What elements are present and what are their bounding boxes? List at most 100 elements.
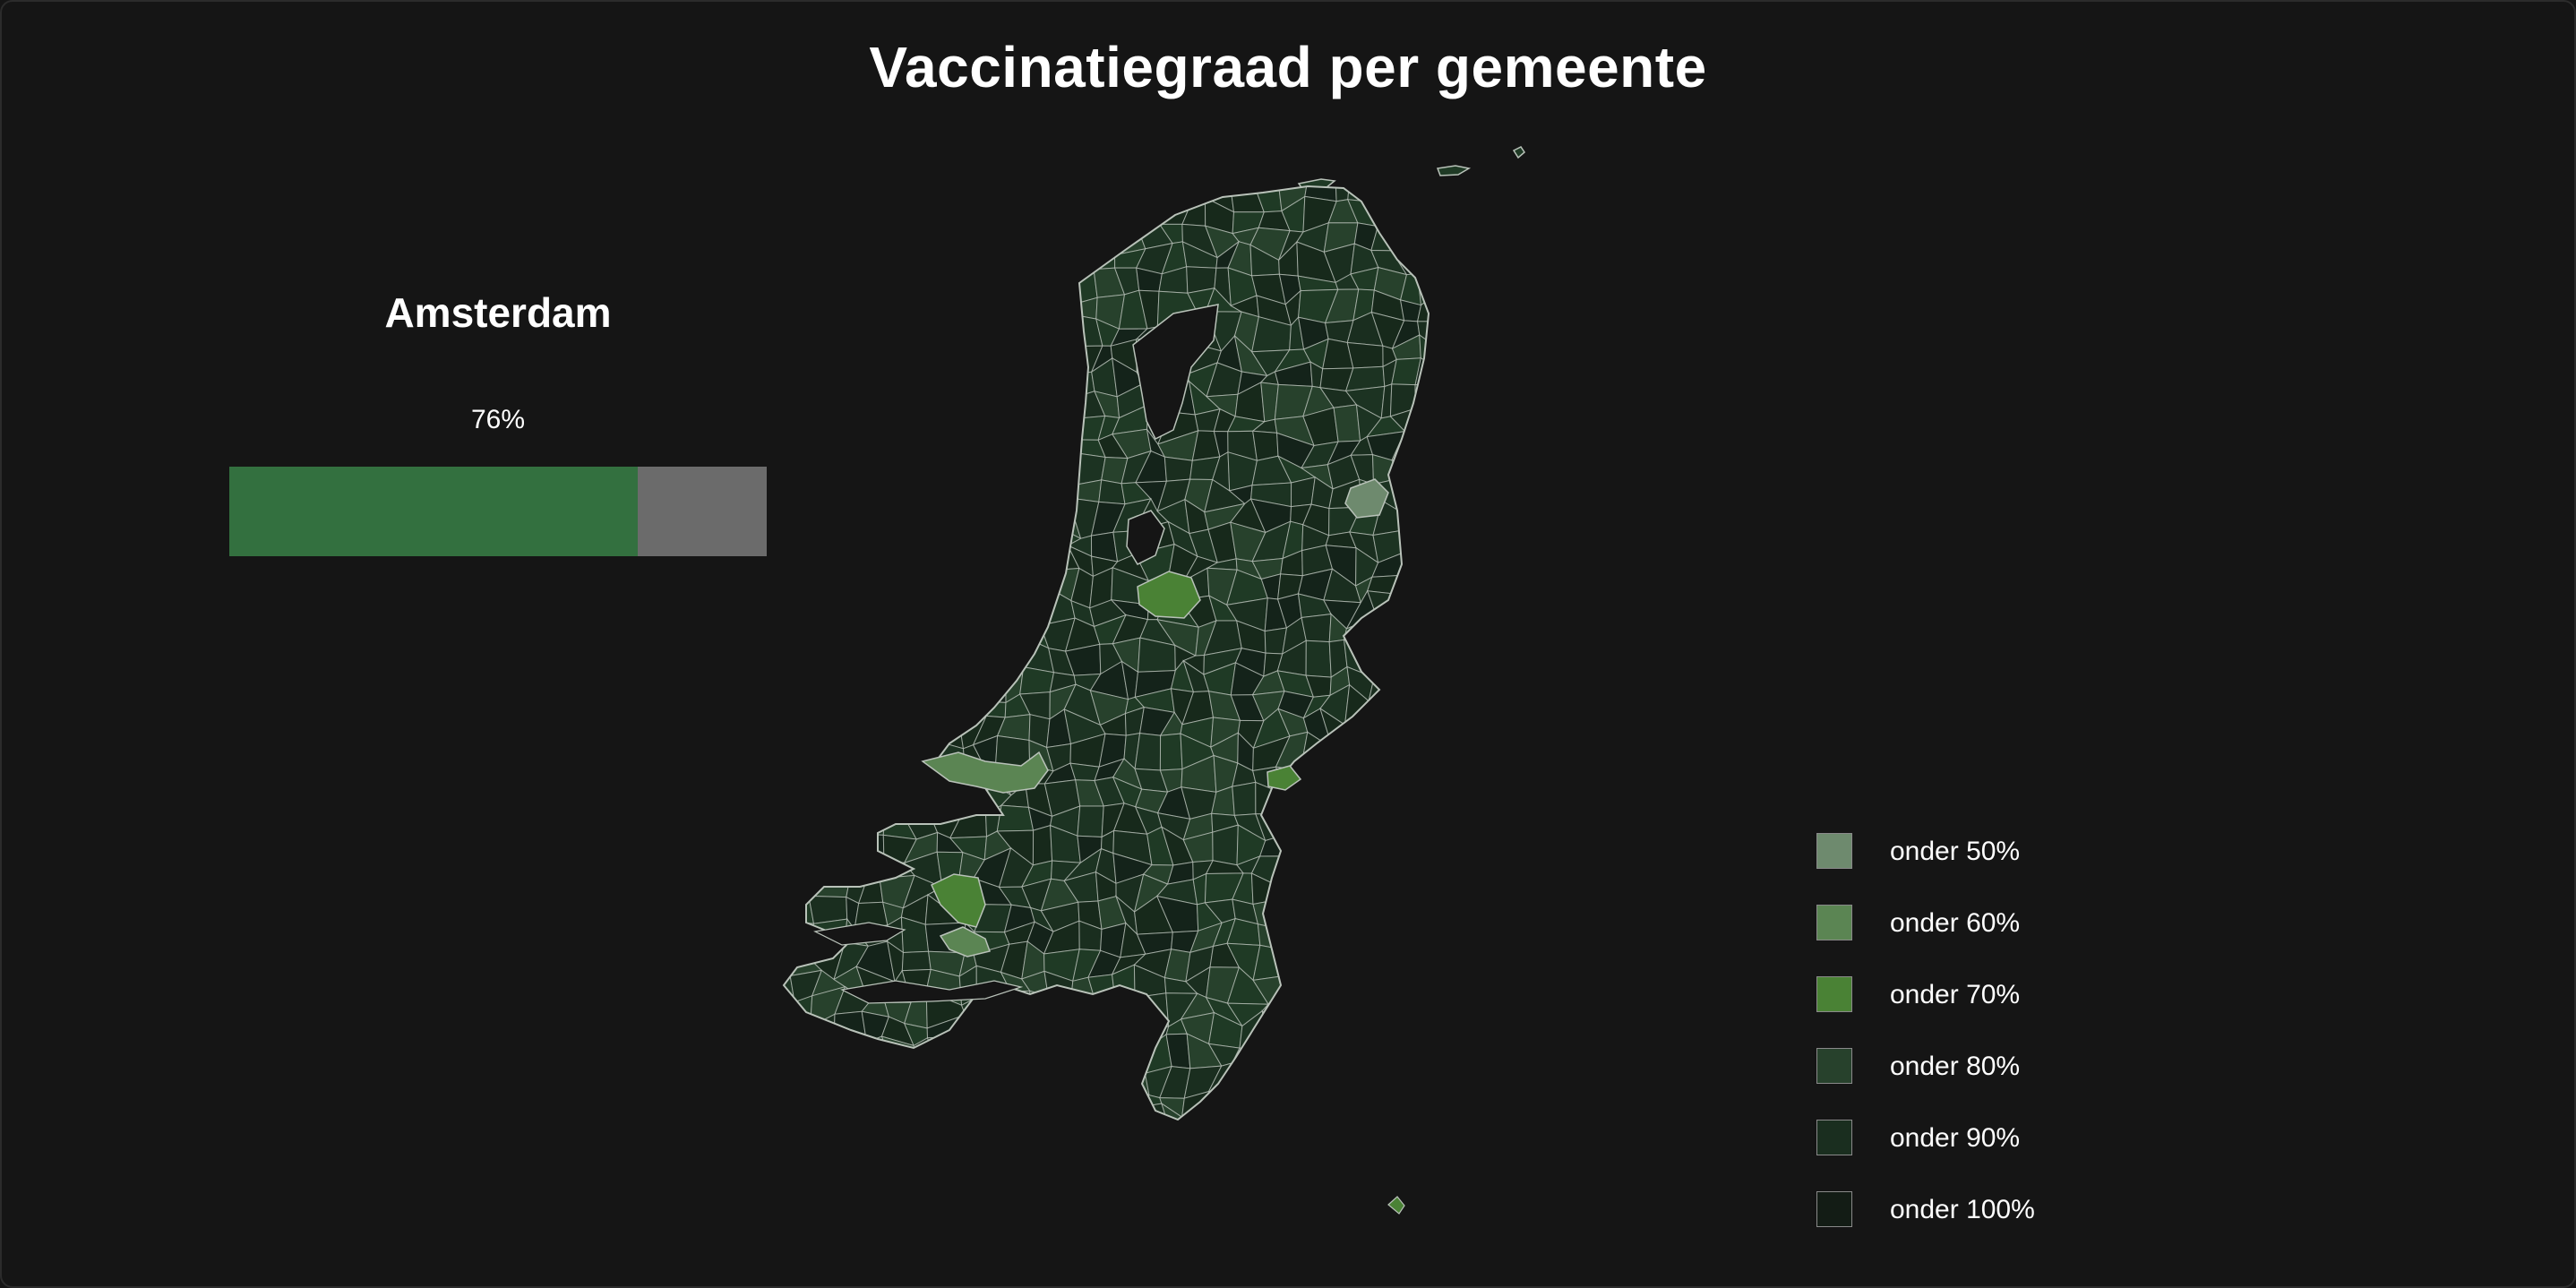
municipality-area[interactable] (1298, 940, 1337, 978)
municipality-area[interactable] (1345, 739, 1376, 773)
municipality-area[interactable] (1490, 301, 1521, 316)
municipality-area[interactable] (1452, 545, 1462, 585)
municipality-area[interactable] (809, 1078, 847, 1120)
municipality-area[interactable] (1018, 222, 1043, 262)
municipality-area[interactable] (1378, 1158, 1406, 1181)
municipality-area[interactable] (1593, 361, 1611, 386)
municipality-area[interactable] (1392, 1059, 1431, 1090)
municipality-area[interactable] (811, 155, 846, 190)
municipality-area[interactable] (1204, 155, 1230, 184)
municipality-area[interactable] (928, 605, 964, 628)
municipality-area[interactable] (1670, 591, 1702, 624)
municipality-area[interactable] (1252, 1080, 1291, 1115)
municipality-area[interactable] (1653, 1039, 1683, 1065)
municipality-area[interactable] (835, 1226, 862, 1227)
municipality-area[interactable] (1444, 196, 1474, 231)
municipality-area[interactable] (949, 1198, 987, 1228)
municipality-area[interactable] (1443, 1091, 1473, 1121)
municipality-area[interactable] (1507, 944, 1545, 978)
municipality-area[interactable] (1444, 743, 1477, 769)
municipality-area[interactable] (1018, 1071, 1057, 1089)
municipality-area[interactable] (1487, 201, 1511, 232)
municipality-area[interactable] (1483, 416, 1519, 443)
municipality-area[interactable] (1540, 199, 1563, 223)
municipality-area[interactable] (1671, 391, 1702, 416)
municipality-area[interactable] (1331, 134, 1357, 150)
municipality-area[interactable] (784, 394, 826, 408)
municipality-area[interactable] (1553, 599, 1594, 631)
municipality-area[interactable] (1111, 202, 1150, 226)
municipality-area[interactable] (1445, 877, 1470, 908)
municipality-area[interactable] (1490, 1060, 1519, 1095)
municipality-area[interactable] (1235, 1154, 1267, 1190)
municipality-area[interactable] (1191, 1200, 1217, 1227)
municipality-area[interactable] (954, 336, 976, 374)
municipality-area[interactable] (1395, 205, 1429, 236)
municipality-area[interactable] (860, 248, 889, 281)
municipality-area[interactable] (770, 442, 791, 465)
municipality-area[interactable] (1029, 384, 1059, 423)
municipality-area[interactable] (981, 548, 1013, 586)
municipality-area[interactable] (1090, 1061, 1130, 1090)
municipality-area[interactable] (1682, 360, 1702, 396)
municipality-area[interactable] (786, 595, 827, 631)
municipality-area[interactable] (1470, 1035, 1490, 1063)
municipality-area[interactable] (833, 708, 870, 746)
municipality-area[interactable] (886, 384, 914, 416)
municipality-area[interactable] (1422, 455, 1448, 482)
municipality-area[interactable] (1160, 1102, 1197, 1138)
municipality-area[interactable] (1624, 618, 1663, 643)
municipality-area[interactable] (1134, 733, 1162, 771)
municipality-area[interactable] (1439, 850, 1470, 885)
municipality-area[interactable] (1627, 330, 1654, 346)
municipality-area[interactable] (1533, 969, 1566, 988)
municipality-area[interactable] (1600, 172, 1639, 204)
municipality-area[interactable] (1388, 1105, 1422, 1144)
municipality-area[interactable] (1637, 1089, 1653, 1120)
municipality-area[interactable] (1417, 266, 1439, 306)
municipality-area[interactable] (1655, 640, 1679, 680)
municipality-area[interactable] (1301, 614, 1332, 643)
municipality-area[interactable] (1676, 1145, 1702, 1163)
municipality-area[interactable] (1672, 675, 1699, 700)
municipality-area[interactable] (1534, 599, 1562, 631)
municipality-area[interactable] (1476, 721, 1490, 748)
municipality-area[interactable] (1076, 1034, 1103, 1076)
municipality-area[interactable] (1533, 721, 1569, 741)
municipality-area[interactable] (1649, 732, 1685, 765)
municipality-area[interactable] (793, 1116, 811, 1140)
municipality-area[interactable] (1332, 150, 1351, 179)
municipality-area[interactable] (913, 1062, 940, 1089)
municipality-area[interactable] (1629, 433, 1649, 462)
municipality-area[interactable] (1463, 617, 1498, 656)
municipality-area[interactable] (1600, 944, 1635, 971)
municipality-area[interactable] (949, 525, 989, 562)
municipality-area[interactable] (1532, 219, 1562, 255)
municipality-area[interactable] (1346, 341, 1384, 369)
municipality-area[interactable] (877, 526, 915, 562)
municipality-area[interactable] (1050, 1110, 1082, 1144)
municipality-area[interactable] (1461, 918, 1498, 954)
municipality-area[interactable] (1047, 991, 1073, 1024)
municipality-area[interactable] (1023, 431, 1058, 467)
municipality-area[interactable] (1321, 1155, 1358, 1183)
municipality-area[interactable] (1329, 1056, 1360, 1091)
municipality-area[interactable] (855, 277, 894, 305)
municipality-area[interactable] (1189, 150, 1209, 182)
municipality-area[interactable] (1165, 134, 1190, 151)
municipality-area[interactable] (1560, 224, 1587, 256)
municipality-area[interactable] (1414, 930, 1454, 948)
municipality-area[interactable] (1533, 1139, 1568, 1166)
municipality-area[interactable] (1623, 371, 1664, 391)
municipality-area[interactable] (953, 1107, 982, 1134)
municipality-area[interactable] (785, 459, 826, 488)
municipality-area[interactable] (1376, 156, 1392, 182)
municipality-area[interactable] (840, 1105, 872, 1141)
municipality-area[interactable] (1064, 1221, 1099, 1227)
municipality-area[interactable] (1460, 521, 1499, 551)
municipality-area[interactable] (1254, 1161, 1289, 1189)
municipality-area[interactable] (770, 647, 800, 677)
municipality-area[interactable] (860, 1224, 894, 1227)
municipality-area[interactable] (1582, 1108, 1602, 1131)
municipality-area[interactable] (1461, 968, 1501, 1001)
